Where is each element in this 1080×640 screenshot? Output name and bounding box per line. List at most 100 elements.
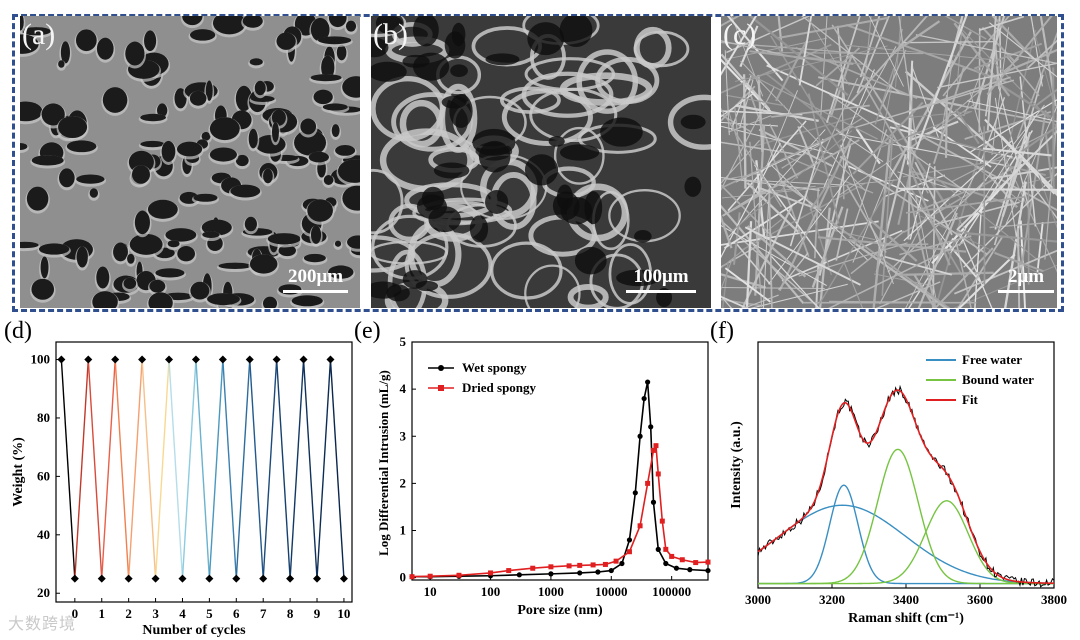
data-point: [679, 557, 685, 563]
y-tick-label: 2: [400, 475, 407, 490]
sem-c-fiber: [884, 255, 953, 276]
sem-c-fiber: [766, 52, 924, 55]
sem-b-wall: [490, 241, 563, 300]
legend-label: Dried spongy: [462, 380, 537, 395]
sem-c-fiber: [976, 104, 1045, 192]
series-line-wet: [412, 381, 709, 578]
sem-a-pore: [102, 87, 128, 113]
cycle-line-segment: [114, 359, 130, 579]
cycle-point: [97, 574, 106, 583]
sem-c-fiber: [721, 295, 733, 308]
cycle-line-segment: [208, 359, 224, 579]
y-tick-label: 4: [400, 381, 407, 396]
sem-b-cavity: [386, 284, 410, 302]
sem-image-c: [721, 16, 1057, 308]
sem-c-fiber: [721, 142, 781, 259]
data-point: [626, 549, 632, 555]
scale-bar-b-line: [626, 290, 696, 293]
sem-a-pore: [328, 265, 354, 279]
sem-a-pore: [263, 296, 278, 308]
data-point: [673, 565, 680, 571]
sem-c-fiber: [1001, 131, 1032, 217]
cycle-line-segment: [154, 359, 170, 579]
sem-a-pore: [193, 193, 218, 202]
data-point: [626, 537, 633, 543]
x-tick-label: 3000: [745, 592, 771, 607]
sem-c-fiber: [1005, 55, 1040, 97]
sem-c-fiber: [749, 93, 810, 258]
sem-c-fiber: [835, 129, 884, 163]
sem-c-fiber: [906, 111, 972, 119]
sem-c-fiber: [739, 25, 759, 68]
sem-c-fiber: [721, 16, 741, 27]
x-tick-label: 2: [125, 606, 132, 621]
panel-label-a: (a): [22, 18, 56, 51]
sem-c-fiber: [721, 258, 733, 291]
cycle-line-segment: [181, 359, 197, 579]
sem-c-fiber: [767, 90, 798, 165]
series-line-dried: [411, 442, 709, 578]
sem-c-fiber: [991, 27, 1009, 155]
sem-c-fiber: [721, 172, 764, 181]
data-point: [602, 561, 608, 567]
x-tick-label: 1000: [538, 584, 564, 599]
sem-c-fiber: [726, 37, 828, 60]
sem-a-pore: [127, 253, 135, 264]
sem-c-fiber: [905, 171, 977, 308]
x-tick-label: 3400: [893, 592, 919, 607]
y-tick-label: 5: [400, 334, 407, 349]
x-tick-label: 3600: [967, 592, 993, 607]
sem-c-fiber: [874, 67, 895, 125]
sem-c-fiber: [989, 22, 1057, 78]
sem-c-fiber: [944, 16, 987, 40]
chart-d: (d) 0 1 2 3 4 5 6 7 8 9 10 20 40 60 80 100 Number of cycl…: [0, 312, 360, 638]
sem-a-pore: [242, 16, 263, 28]
data-point: [705, 559, 711, 565]
cycle-point: [232, 574, 241, 583]
sem-c-fiber: [905, 195, 1025, 214]
data-point: [632, 490, 638, 496]
sem-a-pore: [58, 116, 88, 139]
data-point: [456, 572, 462, 578]
sem-a-pore: [255, 134, 286, 154]
sem-b-cavity: [412, 16, 439, 47]
sem-b-wall: [667, 94, 711, 150]
sem-c-fiber: [951, 129, 1053, 183]
sem-c-fiber: [993, 74, 1044, 246]
sem-c-fiber: [726, 16, 784, 82]
sem-c-fiber: [721, 214, 733, 249]
cycle-point: [165, 355, 174, 364]
sem-c-fiber: [721, 16, 758, 76]
data-point: [608, 567, 614, 574]
sem-a-pore: [148, 292, 173, 308]
cycle-point: [339, 574, 348, 583]
x-tick-label: 1: [98, 606, 105, 621]
watermark: 大数跨境: [8, 614, 77, 633]
sem-c-fiber: [798, 16, 813, 86]
data-point: [619, 560, 625, 567]
sem-c-fiber: [984, 118, 1056, 195]
x-tick-label: 3: [152, 606, 159, 621]
sem-c-fiber: [804, 190, 833, 276]
sem-c-fiber: [986, 16, 997, 131]
sem-a-pore: [218, 262, 252, 270]
sem-a-pore: [303, 253, 326, 263]
sem-c-fiber: [859, 16, 881, 78]
sem-c-fiber: [735, 104, 819, 123]
sem-b-wall: [524, 264, 581, 308]
sem-a-pore: [20, 16, 24, 31]
cycle-point: [57, 355, 66, 364]
legend-label: Bound water: [962, 372, 1034, 387]
data-point: [650, 499, 657, 505]
sem-c-fiber: [724, 267, 771, 303]
bound-water-component: [758, 448, 1054, 585]
sem-c-fiber: [1030, 16, 1043, 87]
sem-c-fiber: [1017, 227, 1021, 308]
sem-b-cavity: [485, 189, 509, 214]
sem-c-fiber: [721, 295, 749, 308]
cycle-point: [286, 574, 295, 583]
cycle-point: [178, 574, 187, 583]
y-tick-label: 60: [37, 468, 50, 483]
sem-c-fiber: [994, 125, 1030, 230]
sem-a-pore: [113, 242, 128, 262]
